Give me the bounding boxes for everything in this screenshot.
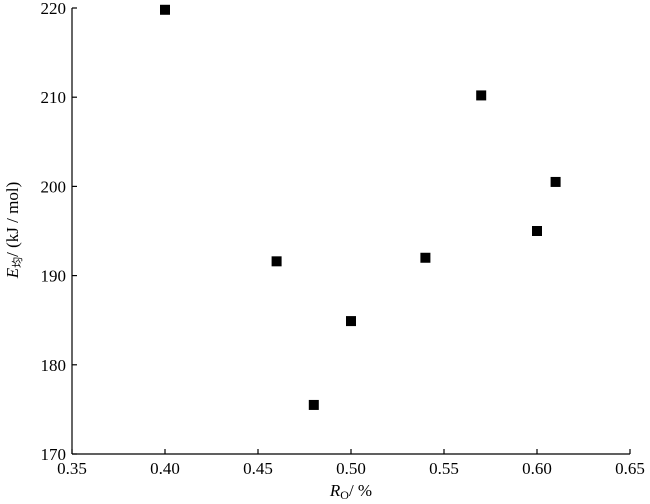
x-label-rest: / % — [349, 481, 372, 500]
y-tick-label: 170 — [41, 445, 67, 464]
y-axis-title: E均/ (kJ / mol) — [3, 182, 24, 279]
scatter-point — [160, 4, 170, 15]
y-tick-label: 210 — [41, 88, 67, 107]
x-tick-label: 0.65 — [615, 459, 645, 478]
scatter-point — [346, 316, 356, 327]
x-tick-label: 0.55 — [429, 459, 459, 478]
scatter-point — [532, 226, 542, 236]
x-tick-label: 0.45 — [243, 459, 273, 478]
x-axis-title: RO/ % — [329, 481, 372, 502]
x-tick-label: 0.60 — [522, 459, 552, 478]
y-tick-label: 180 — [41, 356, 67, 375]
scatter-point — [420, 252, 431, 263]
x-tick-label: 0.50 — [336, 459, 366, 478]
scatter-point — [308, 399, 319, 410]
y-label-sub: 均 — [11, 257, 24, 268]
scatter-point — [550, 176, 561, 187]
x-tick-label: 0.35 — [57, 459, 87, 478]
scatter-point — [476, 90, 487, 101]
x-label-sub: O — [340, 488, 349, 502]
y-label-main: E — [3, 267, 22, 279]
x-label-main: R — [329, 481, 341, 500]
y-tick-label: 220 — [41, 0, 67, 18]
scatter-point — [271, 256, 282, 267]
y-label-rest: / (kJ / mol) — [3, 182, 22, 257]
x-tick-label: 0.40 — [150, 459, 180, 478]
y-tick-label: 190 — [41, 267, 67, 286]
y-tick-label: 200 — [41, 177, 67, 196]
